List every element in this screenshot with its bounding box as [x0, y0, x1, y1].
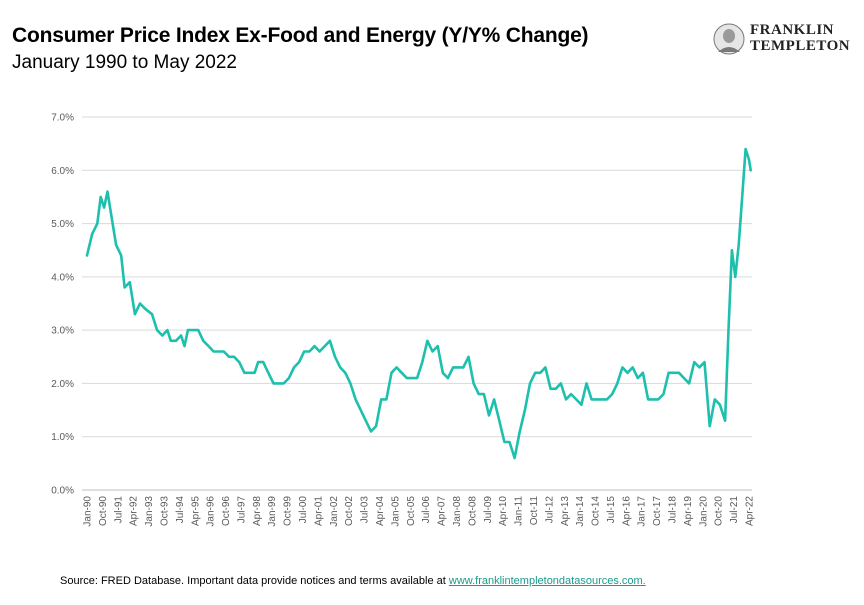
x-tick-label: Jan-93 — [144, 496, 155, 527]
y-tick-label: 3.0% — [51, 326, 74, 337]
x-tick-label: Oct-99 — [283, 496, 294, 526]
x-tick-label: Apr-22 — [745, 496, 756, 526]
x-tick-label: Oct-96 — [221, 496, 232, 526]
x-tick-label: Oct-93 — [159, 496, 170, 526]
series-line-cpi-core — [85, 147, 752, 460]
x-tick-label: Jan-99 — [267, 496, 278, 527]
x-tick-label: Apr-13 — [560, 496, 571, 526]
source-note: Source: FRED Database. Important data pr… — [60, 575, 646, 587]
y-axis-ticks: 0.0% 1.0% 2.0% 3.0% 4.0% 5.0% 6.0% 7.0% — [51, 113, 74, 497]
y-tick-label: 7.0% — [51, 113, 74, 124]
x-tick-label: Jul-09 — [483, 496, 494, 524]
x-tick-label: Oct-90 — [98, 496, 109, 526]
x-tick-label: Apr-92 — [129, 496, 140, 526]
x-tick-label: Apr-07 — [437, 496, 448, 526]
x-tick-label: Jul-21 — [729, 496, 740, 524]
x-tick-label: Jul-94 — [175, 496, 186, 524]
x-tick-label: Apr-10 — [498, 496, 509, 526]
y-tick-label: 6.0% — [51, 166, 74, 177]
x-tick-label: Apr-04 — [375, 496, 386, 526]
x-tick-label: Jan-11 — [514, 496, 525, 526]
gridlines — [82, 116, 752, 438]
x-tick-label: Oct-05 — [406, 496, 417, 526]
x-tick-label: Apr-95 — [190, 496, 201, 526]
x-tick-label: Jan-90 — [83, 496, 94, 527]
x-tick-label: Jan-08 — [452, 496, 463, 527]
x-tick-label: Apr-16 — [621, 496, 632, 526]
x-tick-label: Apr-98 — [252, 496, 263, 526]
y-tick-label: 2.0% — [51, 379, 74, 390]
logo-line-2: TEMPLETON — [750, 38, 851, 54]
x-tick-label: Jul-06 — [421, 496, 432, 524]
x-tick-label: Jan-20 — [698, 496, 709, 527]
x-tick-label: Jul-12 — [544, 496, 555, 524]
y-tick-label: 5.0% — [51, 219, 74, 230]
franklin-portrait-icon — [713, 23, 745, 55]
x-tick-label: Apr-19 — [683, 496, 694, 526]
y-tick-label: 1.0% — [51, 432, 74, 443]
x-tick-label: Jul-97 — [236, 496, 247, 524]
x-tick-label: Oct-20 — [714, 496, 725, 526]
x-tick-label: Apr-01 — [313, 496, 324, 526]
chart-title: Consumer Price Index Ex-Food and Energy … — [12, 24, 589, 47]
logo-line-1: FRANKLIN — [750, 22, 835, 38]
franklin-templeton-logo: FRANKLIN TEMPLETON — [712, 20, 852, 56]
chart-subtitle: January 1990 to May 2022 — [12, 52, 237, 73]
x-tick-label: Jan-02 — [329, 496, 340, 527]
x-tick-label: Oct-17 — [652, 496, 663, 526]
x-tick-label: Oct-02 — [344, 496, 355, 526]
x-tick-label: Jul-18 — [668, 496, 679, 524]
x-tick-label: Jan-14 — [575, 496, 586, 527]
x-tick-label: Oct-11 — [529, 496, 540, 526]
x-axis-ticks: Jan-90 Oct-90 Jul-91 Apr-92 Jan-93 Oct-93 Jul-… — [83, 496, 756, 527]
y-tick-label: 4.0% — [51, 272, 74, 283]
x-tick-label: Jan-96 — [206, 496, 217, 527]
x-tick-label: Oct-08 — [467, 496, 478, 526]
x-tick-label: Jul-91 — [113, 496, 124, 524]
x-tick-label: Jul-00 — [298, 496, 309, 524]
y-tick-label: 0.0% — [51, 486, 74, 497]
x-tick-label: Jul-15 — [606, 496, 617, 524]
source-text: Source: FRED Database. Important data pr… — [60, 575, 449, 587]
x-tick-label: Jan-17 — [637, 496, 648, 527]
logo-wordmark: FRANKLIN TEMPLETON — [750, 22, 850, 54]
x-tick-label: Oct-14 — [591, 496, 602, 526]
x-tick-label: Jul-03 — [360, 496, 371, 524]
source-link[interactable]: www.franklintempletondatasources.com. — [448, 575, 646, 587]
x-tick-label: Jan-05 — [390, 496, 401, 527]
